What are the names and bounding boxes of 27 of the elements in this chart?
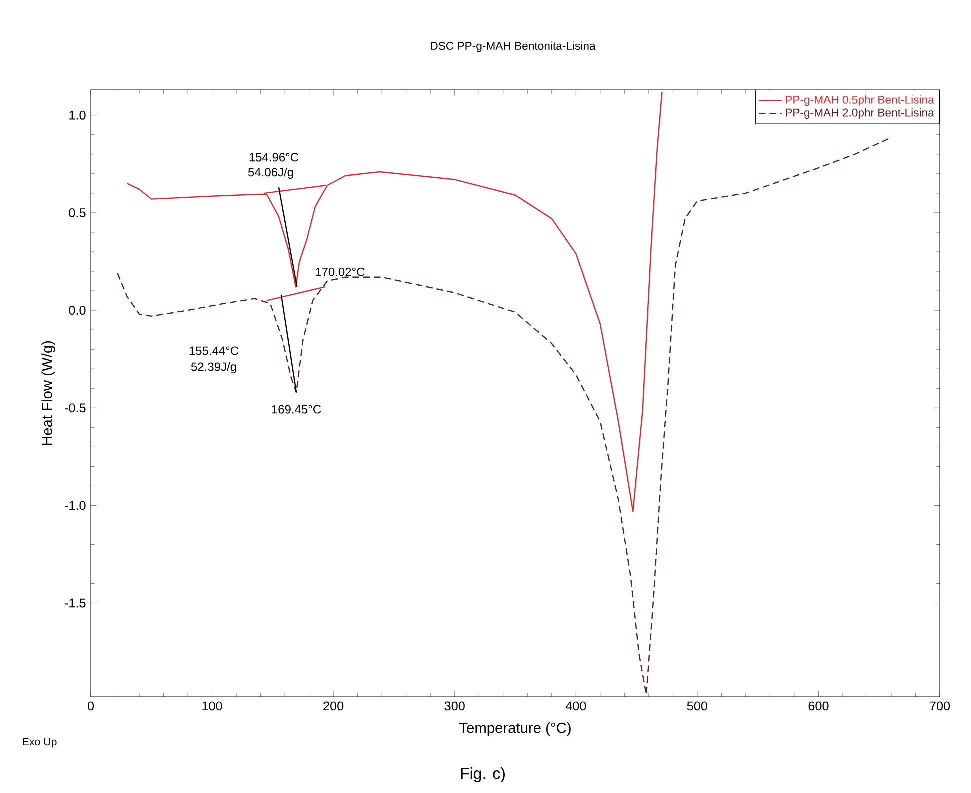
- y-tick-label: -1.5: [65, 598, 86, 608]
- y-tick-label: 0.0: [69, 306, 86, 316]
- y-tick-label: 1.0: [70, 110, 86, 120]
- y-tick-label: 0.5: [69, 208, 86, 218]
- x-axis-title: Temperature (°C): [460, 722, 571, 736]
- chart-title: DSC PP-g-MAH Bentonita-Lisina: [431, 42, 596, 52]
- x-tick-label: 300: [444, 702, 465, 711]
- x-tick-label: 0: [88, 702, 94, 711]
- x-tick-label: 100: [202, 702, 222, 711]
- x-tick-label: 400: [566, 702, 586, 711]
- text: Fig. c): [461, 768, 505, 782]
- annotation: 169.45°C: [272, 405, 322, 414]
- annotation: 154.96°C: [250, 153, 299, 162]
- y-tick-label: -0.5: [65, 404, 86, 413]
- legend-label: PP-g-MAH 2.0phr Bent-Lisina: [786, 108, 934, 120]
- x-tick-label: 200: [324, 702, 344, 711]
- annotation: 155.44°C: [190, 346, 239, 356]
- annotation: 52.39J/g: [191, 362, 236, 374]
- x-tick-label: 500: [687, 702, 708, 711]
- y-tick-label: -1.0: [65, 501, 86, 510]
- y-axis-title: Heat Flow (W/g): [42, 341, 56, 446]
- x-tick-label: 700: [930, 702, 950, 711]
- annotation: 54.06J/g: [248, 168, 294, 180]
- x-tick-label: 600: [808, 702, 829, 711]
- text: Exo Up: [23, 738, 57, 748]
- legend-label: PP-g-MAH 0.5phr Bent-Lisina: [786, 96, 934, 106]
- annotation: 170.02°C: [316, 268, 365, 276]
